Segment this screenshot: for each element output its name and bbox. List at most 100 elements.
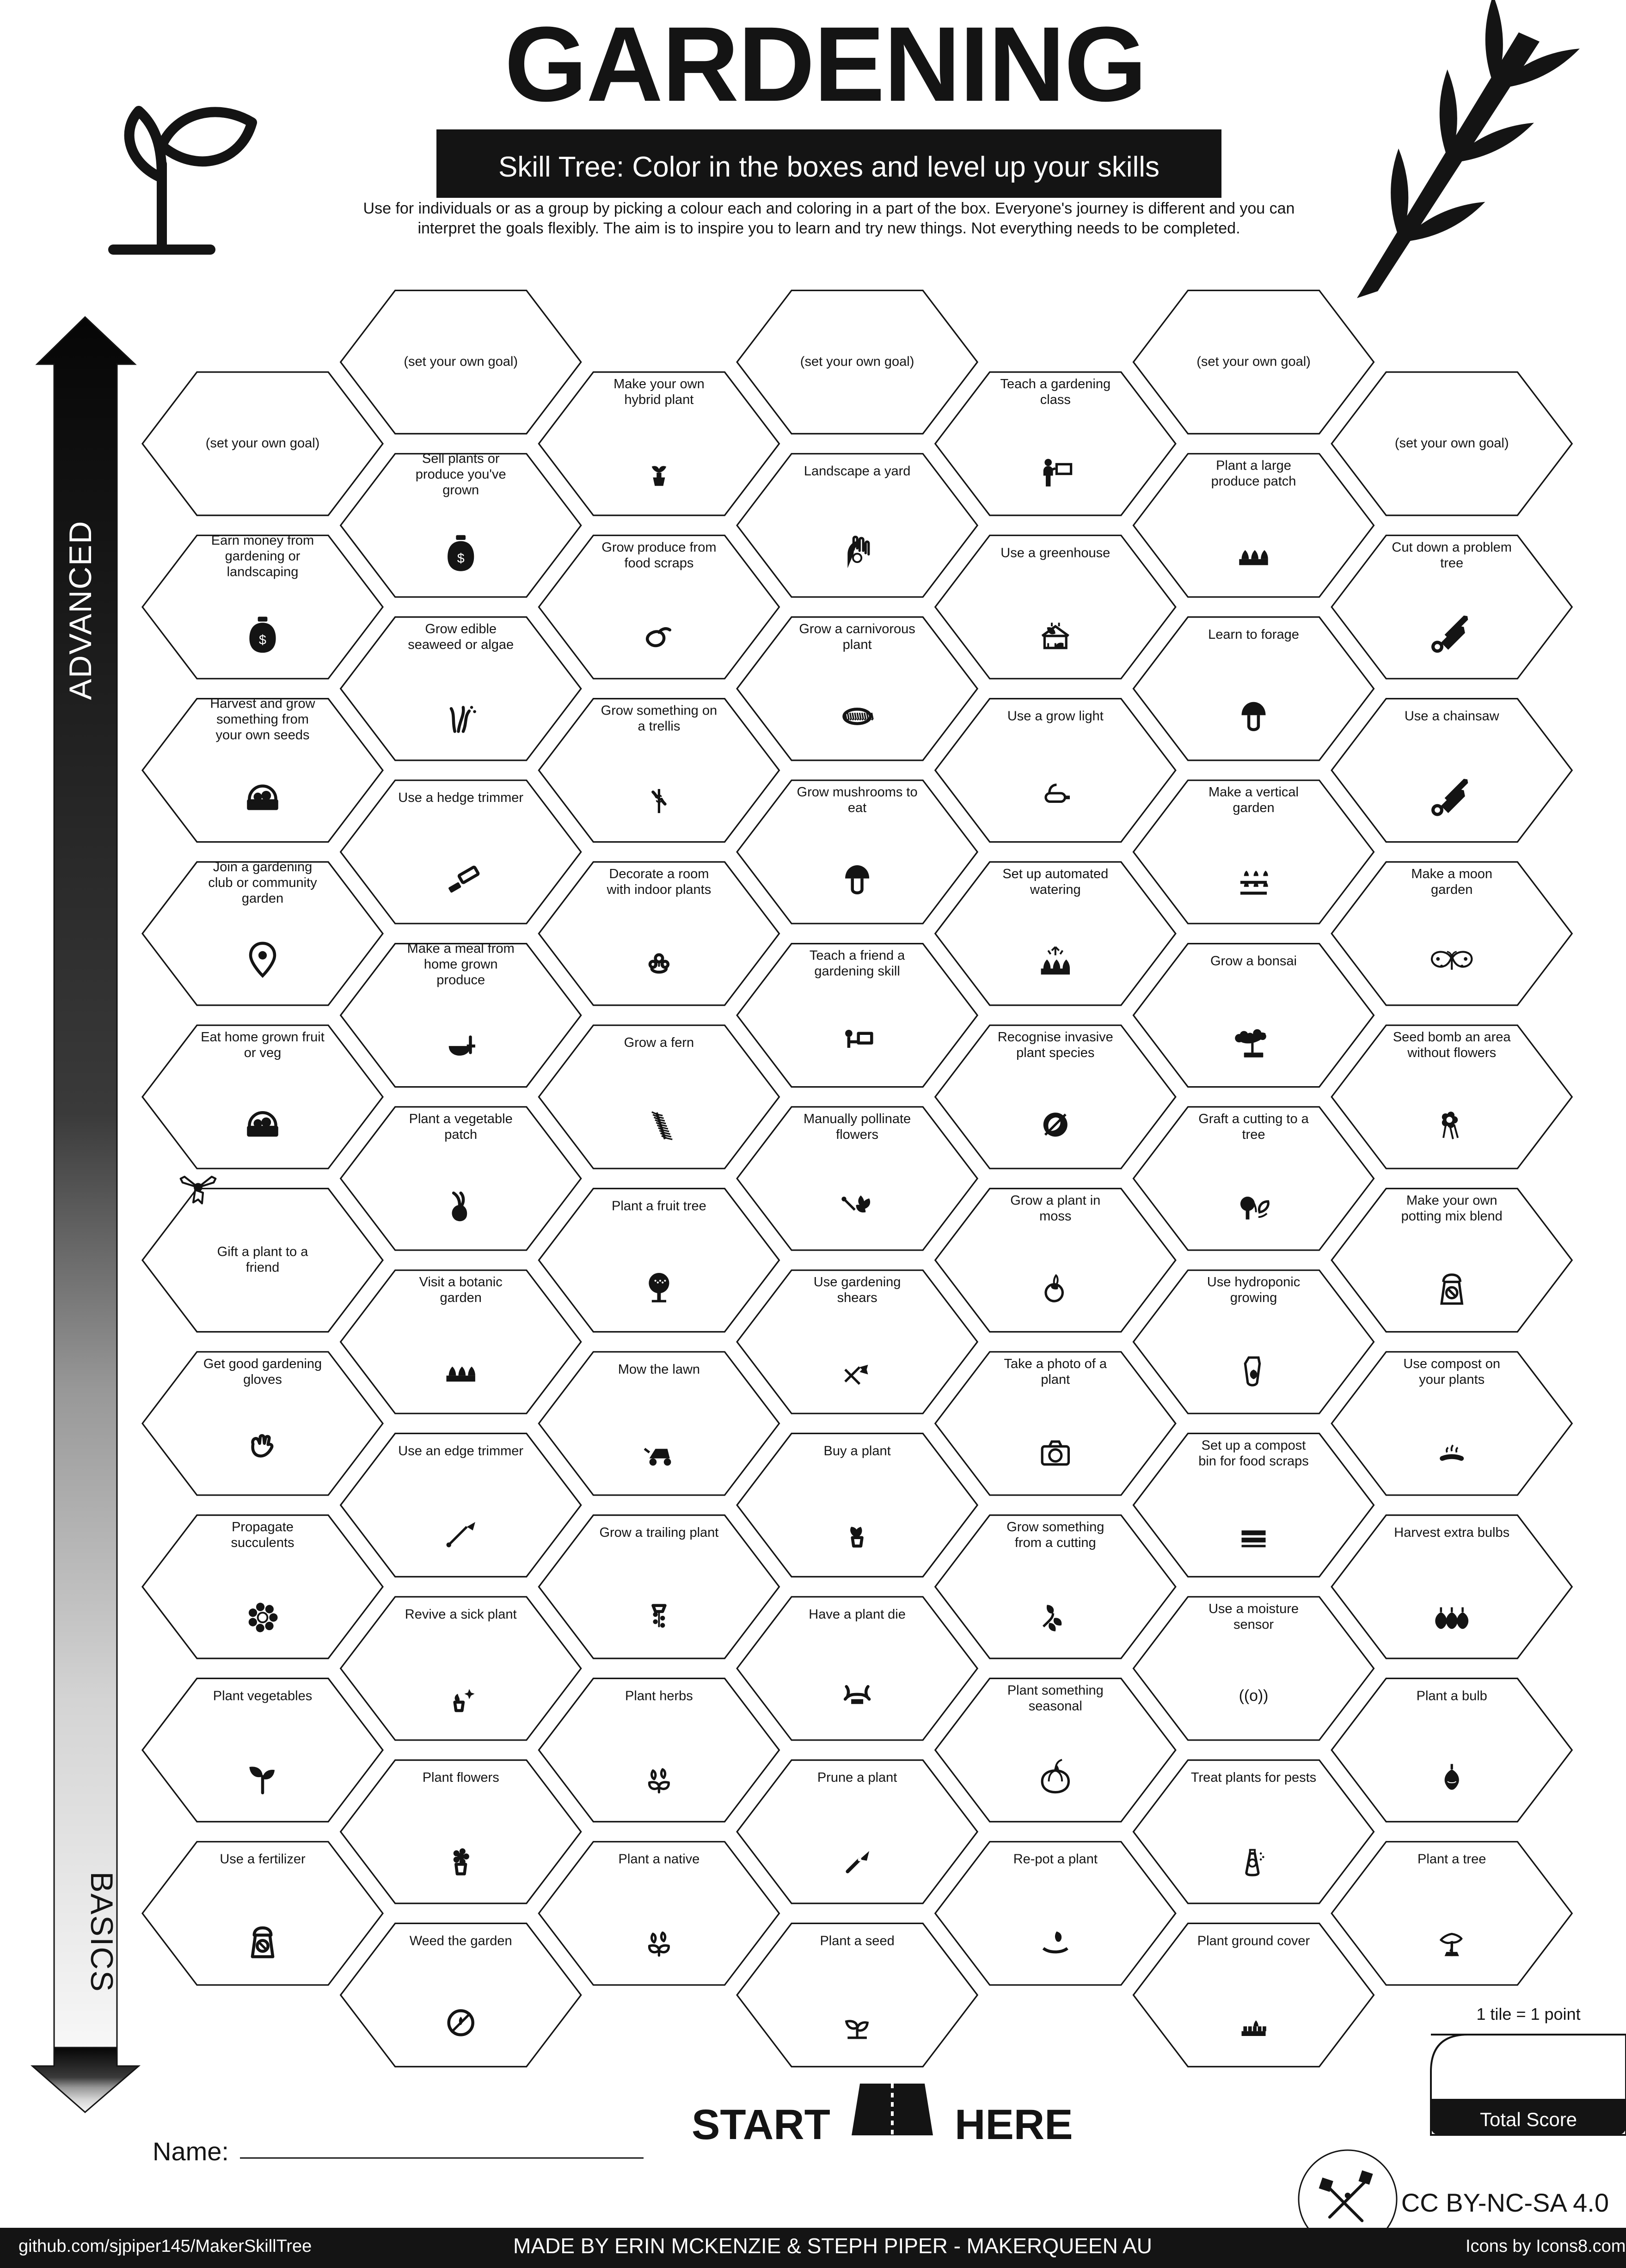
svg-text:Harvest extra bulbs: Harvest extra bulbs xyxy=(1394,1525,1509,1540)
svg-text:Use a moisture: Use a moisture xyxy=(1209,1602,1299,1616)
svg-text:Use a fertilizer: Use a fertilizer xyxy=(220,1852,306,1867)
svg-text:Make a meal from: Make a meal from xyxy=(407,941,515,956)
svg-text:(set your own goal): (set your own goal) xyxy=(1196,354,1311,369)
svg-text:Plant a large: Plant a large xyxy=(1216,458,1291,473)
svg-text:Seed bomb an area: Seed bomb an area xyxy=(1393,1030,1511,1045)
svg-text:your plants: your plants xyxy=(1419,1372,1485,1387)
svg-text:Name:: Name: xyxy=(153,2137,229,2166)
svg-text:Grow a fern: Grow a fern xyxy=(624,1035,694,1050)
svg-text:Buy a plant: Buy a plant xyxy=(824,1443,891,1458)
svg-text:HERE: HERE xyxy=(955,2101,1073,2148)
svg-text:Use a chainsaw: Use a chainsaw xyxy=(1405,709,1500,724)
svg-text:Visit a botanic: Visit a botanic xyxy=(419,1275,503,1290)
svg-text:plant: plant xyxy=(1041,1372,1070,1387)
svg-text:gardening skill: gardening skill xyxy=(814,964,900,979)
svg-text:Cut down a problem: Cut down a problem xyxy=(1392,540,1512,555)
svg-text:START: START xyxy=(692,2101,830,2148)
svg-text:produce patch: produce patch xyxy=(1211,474,1296,489)
svg-text:plant: plant xyxy=(843,637,872,652)
svg-text:Use hydroponic: Use hydroponic xyxy=(1207,1275,1301,1290)
svg-text:garden: garden xyxy=(242,891,283,906)
svg-text:1 tile = 1 point: 1 tile = 1 point xyxy=(1476,2005,1580,2023)
svg-text:shears: shears xyxy=(837,1290,877,1305)
svg-text:Make your own: Make your own xyxy=(614,377,705,391)
svg-text:patch: patch xyxy=(444,1127,477,1142)
svg-text:Plant ground cover: Plant ground cover xyxy=(1197,1933,1310,1948)
svg-text:grown: grown xyxy=(442,483,479,498)
svg-text:(set your own goal): (set your own goal) xyxy=(800,354,914,369)
svg-text:((o)): ((o)) xyxy=(1239,1687,1269,1705)
svg-text:GARDENING: GARDENING xyxy=(504,5,1146,123)
svg-text:seaweed or algae: seaweed or algae xyxy=(408,637,514,652)
svg-text:Teach a friend a: Teach a friend a xyxy=(810,948,905,963)
svg-text:club or community: club or community xyxy=(208,875,317,890)
svg-text:home grown: home grown xyxy=(424,957,498,972)
svg-text:gardening or: gardening or xyxy=(225,549,301,563)
svg-text:Make a vertical: Make a vertical xyxy=(1209,785,1299,800)
svg-text:Weed the garden: Weed the garden xyxy=(410,1933,512,1948)
svg-text:Plant flowers: Plant flowers xyxy=(423,1770,499,1785)
svg-text:Eat home grown fruit: Eat home grown fruit xyxy=(201,1030,325,1045)
svg-text:Sell plants or: Sell plants or xyxy=(422,452,500,466)
svg-text:plant species: plant species xyxy=(1016,1045,1094,1060)
svg-text:Use gardening: Use gardening xyxy=(814,1275,901,1290)
svg-text:friend: friend xyxy=(246,1260,280,1275)
svg-text:Plant something: Plant something xyxy=(1007,1683,1104,1698)
svg-text:Plant a seed: Plant a seed xyxy=(820,1933,894,1948)
svg-text:food scraps: food scraps xyxy=(624,556,693,570)
svg-text:sensor: sensor xyxy=(1233,1617,1274,1632)
svg-text:Get good gardening: Get good gardening xyxy=(203,1357,322,1371)
svg-text:MADE BY ERIN MCKENZIE & STEPH: MADE BY ERIN MCKENZIE & STEPH PIPER - MA… xyxy=(513,2234,1152,2258)
svg-text:Use a greenhouse: Use a greenhouse xyxy=(1000,545,1110,560)
svg-text:Take a photo of a: Take a photo of a xyxy=(1004,1357,1107,1371)
svg-text:Grow produce from: Grow produce from xyxy=(601,540,716,555)
svg-text:flowers: flowers xyxy=(836,1127,878,1142)
svg-text:Treat plants for pests: Treat plants for pests xyxy=(1191,1770,1316,1785)
svg-text:Plant a tree: Plant a tree xyxy=(1417,1852,1486,1867)
svg-text:Mow the lawn: Mow the lawn xyxy=(618,1362,700,1377)
svg-text:garden: garden xyxy=(440,1290,482,1305)
svg-text:garden: garden xyxy=(1233,801,1274,815)
svg-text:Recognise invasive: Recognise invasive xyxy=(998,1030,1113,1045)
svg-text:$: $ xyxy=(457,551,465,566)
svg-text:watering: watering xyxy=(1030,882,1081,897)
svg-text:produce: produce xyxy=(436,973,485,988)
svg-text:Set up automated: Set up automated xyxy=(1002,867,1108,881)
svg-text:tree: tree xyxy=(1440,556,1463,570)
svg-text:something from: something from xyxy=(216,712,309,727)
svg-text:Grow a plant in: Grow a plant in xyxy=(1010,1193,1100,1208)
svg-text:(set your own goal): (set your own goal) xyxy=(1395,436,1509,451)
svg-text:Plant a vegetable: Plant a vegetable xyxy=(409,1112,513,1126)
svg-text:seasonal: seasonal xyxy=(1029,1699,1082,1713)
svg-text:Plant vegetables: Plant vegetables xyxy=(213,1688,312,1703)
svg-text:Use a grow light: Use a grow light xyxy=(1007,709,1104,724)
svg-text:a trellis: a trellis xyxy=(638,719,680,734)
svg-text:Icons by Icons8.com: Icons by Icons8.com xyxy=(1466,2237,1626,2256)
svg-text:Plant a native: Plant a native xyxy=(619,1852,700,1867)
svg-text:landscaping: landscaping xyxy=(227,564,299,579)
svg-text:growing: growing xyxy=(1230,1290,1277,1305)
svg-text:Make your own: Make your own xyxy=(1406,1193,1497,1208)
svg-text:ADVANCED: ADVANCED xyxy=(63,520,98,700)
svg-text:Grow a bonsai: Grow a bonsai xyxy=(1210,954,1297,969)
svg-text:Grow something: Grow something xyxy=(1006,1520,1104,1534)
svg-text:Grow a carnivorous: Grow a carnivorous xyxy=(799,622,915,636)
svg-text:Graft a cutting to a: Graft a cutting to a xyxy=(1198,1112,1309,1126)
svg-text:Gift a plant to a: Gift a plant to a xyxy=(217,1245,309,1259)
svg-text:Decorate a room: Decorate a room xyxy=(609,867,709,881)
svg-text:(set your own goal): (set your own goal) xyxy=(206,436,320,451)
svg-text:produce you've: produce you've xyxy=(416,467,506,482)
svg-text:Use for individuals or as a gr: Use for individuals or as a group by pic… xyxy=(363,200,1295,217)
svg-text:Use compost on: Use compost on xyxy=(1403,1357,1500,1371)
svg-text:Revive a sick plant: Revive a sick plant xyxy=(405,1607,517,1622)
svg-text:Plant herbs: Plant herbs xyxy=(625,1688,693,1703)
svg-text:Have a plant die: Have a plant die xyxy=(809,1607,906,1622)
svg-text:Skill Tree: Color in the boxe: Skill Tree: Color in the boxes and level… xyxy=(498,151,1160,183)
svg-text:Plant a fruit tree: Plant a fruit tree xyxy=(612,1199,706,1214)
svg-text:class: class xyxy=(1040,392,1071,407)
svg-text:succulents: succulents xyxy=(231,1535,294,1550)
svg-text:Set up a compost: Set up a compost xyxy=(1202,1438,1306,1453)
svg-text:Manually pollinate: Manually pollinate xyxy=(804,1112,911,1126)
svg-text:hybrid plant: hybrid plant xyxy=(624,392,693,407)
svg-text:Plant a bulb: Plant a bulb xyxy=(1417,1688,1487,1703)
